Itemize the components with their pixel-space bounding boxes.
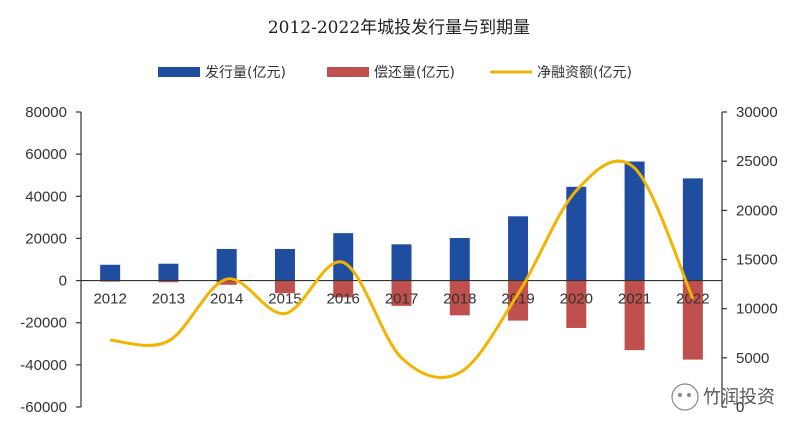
issuance-bar: [158, 263, 179, 281]
left-tick-label: -40000: [20, 357, 67, 374]
right-tick-label: 5000: [736, 350, 769, 367]
category-label: 2020: [560, 291, 593, 308]
issuance-bar: [624, 161, 645, 281]
bars: [100, 161, 703, 360]
left-tick-label: 80000: [25, 104, 67, 121]
category-label: 2018: [443, 291, 476, 308]
repayment-bar: [158, 280, 179, 283]
repayment-bar: [274, 280, 295, 294]
repayment-bar: [216, 280, 237, 285]
right-tick-label: 30000: [736, 104, 778, 121]
repayment-bar: [391, 280, 412, 306]
legend-swatch: [158, 67, 200, 77]
right-tick-label: 15000: [736, 252, 778, 269]
wechat-icon-dot: [678, 393, 682, 397]
issuance-bar: [449, 238, 470, 281]
left-tick-label: 60000: [25, 146, 67, 163]
watermark: 竹润投资: [671, 383, 775, 411]
category-label: 2014: [210, 291, 243, 308]
repayment-bar: [624, 280, 645, 351]
category-label: 2019: [501, 291, 534, 308]
left-tick-label: 20000: [25, 230, 67, 247]
wechat-icon: [671, 383, 699, 411]
issuance-bar: [566, 186, 587, 281]
left-tick-label: 0: [59, 273, 67, 290]
left-axis-ticks: 80000 60000 40000 20000 0 -20000 -40000 -60000: [20, 104, 81, 416]
issuance-bar: [274, 248, 295, 281]
category-label: 2016: [327, 291, 360, 308]
category-label: 2017: [385, 291, 418, 308]
right-tick-label: 0: [736, 399, 744, 416]
category-label: 2013: [152, 291, 185, 308]
category-labels: 2012 2013 2014 2015 2016 2017 2018 2019 2020 2021…: [93, 291, 709, 308]
issuance-bar: [682, 178, 703, 281]
issuance-bar: [391, 244, 412, 281]
category-label: 2022: [676, 291, 709, 308]
category-label: 2012: [93, 291, 126, 308]
category-label: 2021: [618, 291, 651, 308]
repayment-bar: [449, 280, 470, 316]
right-tick-label: 20000: [736, 202, 778, 219]
legend-label: 净融资额(亿元): [537, 65, 632, 81]
legend-label: 偿还量(亿元): [374, 65, 455, 81]
right-tick-label: 25000: [736, 153, 778, 170]
repayment-bar: [508, 280, 529, 321]
right-tick-label: 10000: [736, 301, 778, 318]
left-tick-label: -60000: [20, 399, 67, 416]
repayment-bar: [333, 280, 354, 298]
watermark-text: 竹润投资: [703, 387, 775, 408]
net-financing-line: [109, 159, 695, 380]
legend-swatch: [327, 67, 369, 77]
issuance-bar: [216, 248, 237, 281]
left-tick-label: 40000: [25, 188, 67, 205]
chart-title: 2012-2022年城投发行量与到期量: [268, 18, 530, 38]
right-axis-ticks: 30000 25000 20000 15000 10000 5000 0: [722, 104, 778, 416]
repayment-bar: [566, 280, 587, 328]
category-label: 2015: [268, 291, 301, 308]
issuance-bar: [508, 216, 529, 281]
repayment-bar: [682, 280, 703, 360]
legend-label: 发行量(亿元): [205, 65, 286, 81]
issuance-bar: [333, 233, 354, 281]
wechat-icon-dot: [687, 393, 691, 397]
legend: 发行量(亿元) 偿还量(亿元) 净融资额(亿元): [158, 65, 632, 81]
issuance-bar: [100, 264, 121, 281]
left-tick-label: -20000: [20, 315, 67, 332]
